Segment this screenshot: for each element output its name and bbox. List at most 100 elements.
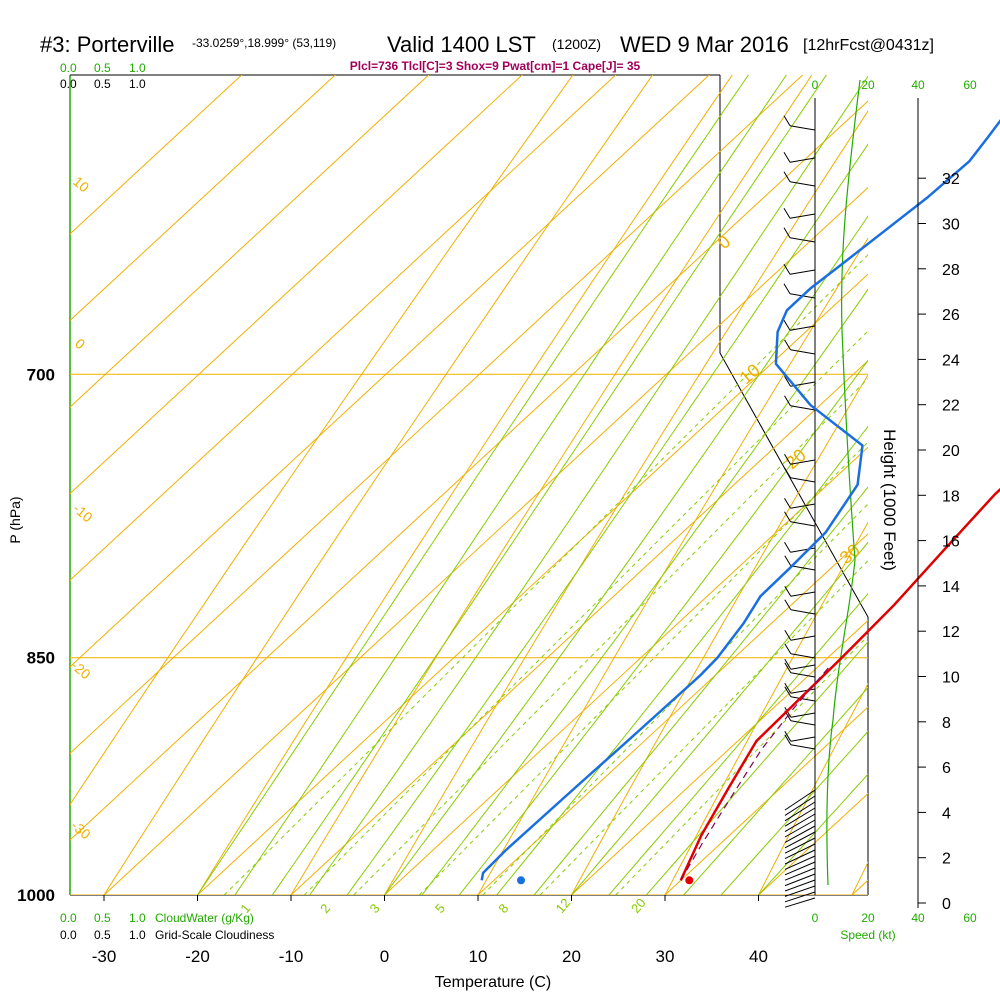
wind-barb [789, 213, 816, 219]
wind-barb [784, 867, 816, 881]
stability-indices: Plcl=736 Tlcl[C]=3 Shox=9 Pwat[cm]=1 Cap… [350, 59, 641, 73]
valid-time: Valid 1400 LST [387, 32, 536, 57]
wind-barb [789, 237, 816, 243]
pressure-tick-label: 700 [27, 365, 55, 384]
wind-barb-flag [784, 511, 791, 523]
isotherm-label: -10 [70, 500, 96, 525]
moist-adiabat-line [608, 592, 868, 895]
cloudwater-tick-bottom-0: 0.0 [60, 911, 77, 925]
wind-barb [790, 591, 816, 597]
station-title: #3: Porterville [40, 32, 175, 57]
wind-barb [790, 635, 816, 641]
isotherm-line [197, 273, 868, 895]
wind-barb [784, 801, 816, 822]
wind-barb-flag [784, 339, 791, 351]
wind-barb [790, 744, 816, 750]
top-scale-labels: 0.0 0.5 1.0 0.0 0.5 1.0 [60, 61, 146, 91]
wind-barb [790, 459, 816, 465]
x-axis-label: Temperature (C) [435, 974, 551, 991]
moist-adiabat-line [645, 641, 868, 895]
wind-barb-flag [784, 629, 792, 641]
temperature-tick-label: 40 [749, 947, 768, 966]
wind-barb-flag [784, 734, 792, 746]
wind-barb-flag [783, 207, 791, 219]
isotherm-label: -20 [68, 657, 94, 682]
cloudwater-tick-bottom-1: 0.5 [94, 911, 111, 925]
dry-adiabat-line [851, 861, 868, 895]
wind-barb [784, 789, 816, 811]
wind-barb [790, 405, 816, 411]
mixing-ratio-line [353, 377, 868, 895]
mixing-ratio-line [482, 503, 868, 895]
height-tick-label: 26 [942, 307, 960, 324]
isotherm-line [851, 879, 868, 895]
height-tick-label: 14 [942, 579, 960, 596]
moist-adiabat-line [458, 359, 868, 895]
wind-barb [790, 696, 816, 702]
mixing-ratio-line [418, 441, 868, 895]
wind-barb [789, 125, 816, 131]
wind-barb [789, 269, 816, 275]
speed-tick-label-top: 0 [812, 78, 819, 92]
isotherm-label: 20 [782, 445, 810, 473]
isotherm-label: 10 [70, 173, 92, 195]
mixing-ratio-line [539, 559, 868, 895]
wind-barb-flag [784, 555, 792, 567]
height-tick-label: 32 [942, 171, 960, 188]
moist-adiabat-line [421, 288, 868, 895]
mixing-ratio-label: 3 [367, 901, 383, 916]
dry-adiabat-line [912, 0, 1000, 966]
speed-tick-label-top: 20 [861, 78, 875, 92]
cloudwater-tick-top-2: 1.0 [129, 61, 146, 75]
wind-barb [784, 837, 816, 854]
cloudwater-tick-top-0: 0.0 [60, 61, 77, 75]
wind-barb-flag [784, 585, 792, 597]
wind-barb-flag [784, 706, 792, 718]
wind-barb [784, 795, 816, 816]
wind-barb [784, 879, 816, 892]
height-tick-label: 16 [942, 534, 960, 551]
wind-barb [790, 521, 816, 527]
isotherm-line [384, 446, 868, 895]
isotherm-line [477, 533, 868, 895]
mixing-ratio-label: 8 [495, 901, 511, 916]
speed-tick-label-top: 40 [911, 78, 925, 92]
speed-tick-label-bottom: 60 [963, 911, 977, 925]
height-tick-label: 12 [942, 624, 960, 641]
dry-adiabat-line [757, 682, 868, 895]
isotherm-label: 10 [736, 360, 764, 388]
wind-barb [789, 325, 816, 331]
height-axis-label: Height (1000 Feet) [880, 429, 899, 571]
dry-adiabat-line [664, 521, 868, 895]
speed-tick-label-bottom: 0 [812, 911, 819, 925]
wind-barb [784, 885, 816, 897]
cloudiness-tick-top-2: 1.0 [129, 77, 146, 91]
wind-barb-flag [783, 151, 791, 163]
mixing-ratio-label: 20 [628, 895, 649, 916]
cloudiness-tick-bottom-2: 1.0 [129, 928, 146, 942]
wind-barb [789, 157, 816, 163]
wind-speed-profile [826, 79, 861, 886]
speed-tick-label-top: 60 [963, 78, 977, 92]
wind-barb [790, 609, 816, 615]
wind-barbs [783, 115, 816, 908]
wind-barb [790, 653, 816, 659]
moist-adiabat-line [384, 215, 868, 895]
isotherm-line [70, 75, 617, 581]
wind-barb-flag [784, 730, 792, 742]
wind-barb [790, 565, 816, 571]
wind-barb [784, 819, 816, 838]
wind-barb [784, 897, 816, 908]
cloudwater-label: CloudWater (g/Kg) [155, 911, 254, 925]
dry-adiabat-line [103, 75, 654, 895]
isotherm-label: 0 [72, 335, 88, 352]
dry-adiabat-line [70, 75, 574, 806]
mixing-ratio-label: 2 [317, 901, 333, 916]
moist-adiabat-line [571, 541, 868, 895]
mixing-ratio-label: 5 [432, 901, 448, 916]
moist-adiabat-line [309, 75, 868, 895]
height-tick-label: 10 [942, 670, 960, 687]
isotherm-line [103, 186, 868, 895]
wind-barb [790, 688, 816, 694]
